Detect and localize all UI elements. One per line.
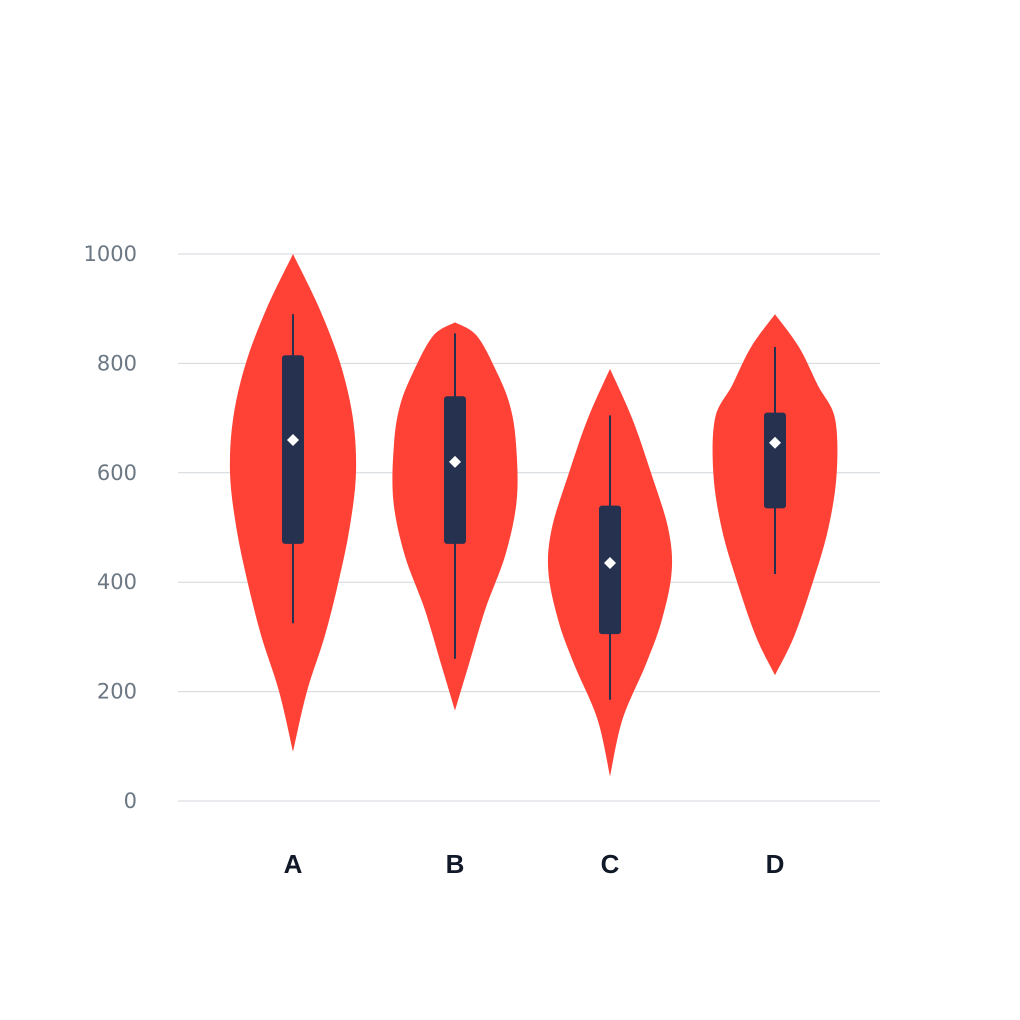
x-axis-category-labels: A B C D [284,849,785,879]
y-tick-label-800: 800 [97,351,137,375]
iqr-box-B [444,396,466,544]
y-tick-label-600: 600 [97,461,137,485]
y-axis-tick-labels: 0 200 400 600 800 1000 [84,242,137,813]
median-marker-B [449,455,461,468]
y-tick-label-1000: 1000 [84,242,137,266]
median-marker-C [604,557,616,570]
y-tick-label-200: 200 [97,680,137,704]
category-label-B: B [446,849,465,879]
y-tick-label-0: 0 [124,789,137,813]
violin-D [712,314,838,676]
y-tick-label-400: 400 [97,570,137,594]
iqr-box-C [599,505,621,635]
violins [229,254,838,777]
category-label-C: C [601,849,620,879]
violin-A [229,254,357,752]
category-label-A: A [284,849,303,879]
median-marker-A [287,433,299,446]
violin-B [392,322,518,711]
iqr-box-A [282,355,304,544]
median-marker-D [769,436,781,449]
category-label-D: D [766,849,785,879]
iqr-box-D [764,412,786,509]
violin-C [547,368,673,777]
